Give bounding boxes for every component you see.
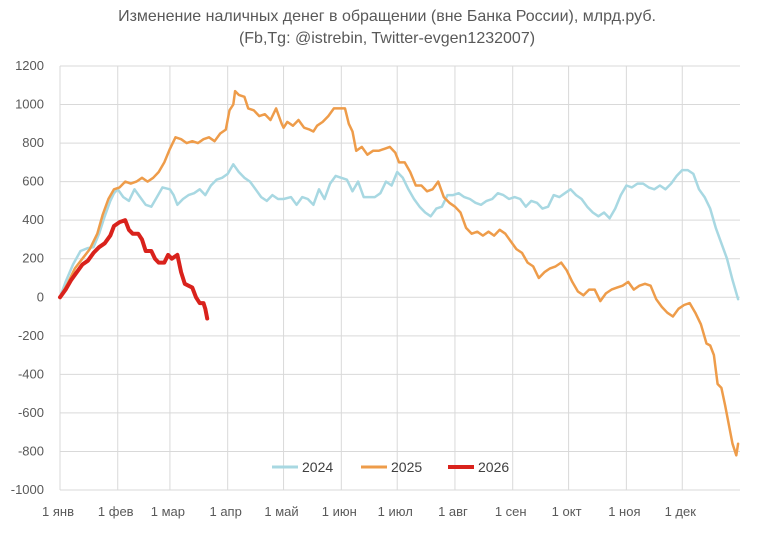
y-tick-label: 600 [22,174,44,189]
y-tick-label: -800 [18,443,44,458]
x-tick-label: 1 июл [378,504,413,519]
y-tick-label: -600 [18,405,44,420]
legend-label-2025: 2025 [391,459,422,475]
y-tick-label: 0 [37,289,44,304]
x-tick-label: 1 окт [552,504,582,519]
y-tick-label: 800 [22,135,44,150]
y-tick-label: -400 [18,366,44,381]
chart-title: Изменение наличных денег в обращении (вн… [118,8,656,25]
y-tick-label: -200 [18,328,44,343]
x-tick-label: 1 июн [322,504,357,519]
series-group [58,89,740,457]
x-tick-label: 1 фев [98,504,134,519]
y-tick-label: -1000 [11,482,44,497]
x-tick-label: 1 сен [495,504,527,519]
y-axis: -1000 -800 -600 -400 -200 0 200 400 600 800 1000 12… [11,58,44,497]
x-tick-label: 1 мар [151,504,185,519]
series-line-2026 [58,218,210,321]
x-axis: 1 янв 1 фев 1 мар 1 апр 1 май 1 июн 1 июл 1 авг… [42,504,696,519]
y-tick-label: 400 [22,212,44,227]
y-tick-label: 1000 [15,97,44,112]
legend: 2024 2025 2026 [272,459,509,475]
y-tick-label: 200 [22,251,44,266]
x-tick-label: 1 май [264,504,298,519]
legend-label-2026: 2026 [478,459,509,475]
chart-subtitle: (Fb,Tg: @istrebin, Twitter-evgen1232007) [238,30,536,47]
x-tick-label: 1 авг [438,504,468,519]
x-tick-label: 1 ноя [608,504,640,519]
grid [59,65,740,491]
x-tick-label: 1 янв [42,504,74,519]
x-tick-label: 1 апр [209,504,241,519]
y-tick-label: 1200 [15,58,44,73]
x-tick-label: 1 дек [665,504,697,519]
series-line-2025 [58,89,740,457]
series-line-2024 [58,163,740,301]
legend-label-2024: 2024 [302,459,333,475]
